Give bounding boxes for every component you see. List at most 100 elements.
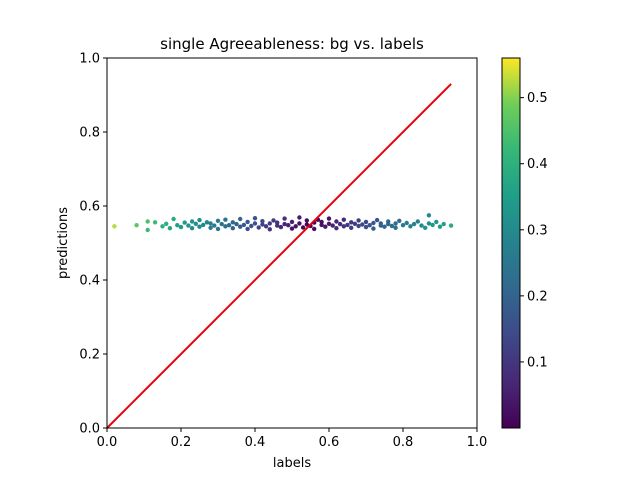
y-tick-label: 0.8 — [79, 126, 100, 141]
scatter-point-75 — [341, 217, 346, 222]
points-layer — [112, 213, 454, 233]
scatter-point-8 — [171, 216, 176, 222]
scatter-point-27 — [223, 217, 228, 222]
scatter-point-10 — [178, 224, 184, 230]
scatter-point-4 — [152, 220, 158, 225]
scatter-point-22 — [212, 223, 217, 228]
scatter-point-48 — [275, 220, 280, 225]
scatter-point-13 — [189, 226, 195, 231]
scatter-point-60 — [304, 218, 309, 223]
y-tick-label: 0.2 — [79, 348, 100, 363]
scatter-point-106 — [426, 221, 432, 226]
scatter-point-90 — [378, 221, 383, 226]
scatter-point-87 — [371, 226, 376, 231]
scatter-point-72 — [334, 219, 339, 224]
y-axis-label: predictions — [56, 207, 71, 279]
scatter-point-53 — [289, 226, 295, 231]
x-tick-label: 0.6 — [319, 435, 340, 450]
colorbar — [501, 57, 521, 429]
scatter-point-74 — [341, 224, 346, 229]
colorbar-tick-label: 0.1 — [527, 355, 548, 370]
scatter-point-0 — [112, 224, 117, 229]
scatter-point-30 — [230, 220, 235, 225]
scatter-point-55 — [293, 224, 298, 229]
scatter-point-52 — [286, 223, 291, 228]
scatter-point-91 — [382, 224, 387, 229]
scatter-point-38 — [252, 221, 258, 226]
scatter-point-14 — [189, 219, 195, 224]
scatter-point-83 — [363, 224, 369, 230]
x-axis-label: labels — [273, 456, 311, 471]
scatter-point-49 — [278, 224, 284, 230]
scatter-point-110 — [441, 221, 446, 227]
reference-line — [106, 83, 452, 429]
scatter-point-50 — [282, 221, 287, 227]
scatter-point-68 — [326, 221, 332, 226]
chart-title: single Agreeableness: bg vs. labels — [160, 35, 424, 53]
scatter-point-44 — [267, 221, 272, 226]
scatter-point-88 — [374, 217, 380, 223]
scatter-point-85 — [367, 223, 372, 228]
scatter-point-58 — [300, 225, 306, 230]
scatter-point-54 — [289, 219, 295, 225]
scatter-point-96 — [393, 225, 398, 230]
scatter-point-40 — [256, 225, 261, 230]
scatter-point-107 — [430, 222, 435, 228]
scatter-point-18 — [201, 222, 206, 228]
scatter-point-45 — [267, 227, 272, 232]
scatter-point-35 — [245, 226, 250, 232]
scatter-point-11 — [182, 220, 187, 225]
scatter-point-81 — [356, 218, 361, 223]
colorbar-tick-label: 0.4 — [527, 157, 548, 172]
scatter-point-63 — [312, 226, 317, 232]
scatter-point-9 — [175, 223, 180, 228]
scatter-point-3 — [145, 219, 150, 224]
scatter-point-46 — [271, 218, 276, 223]
scatter-point-101 — [411, 221, 417, 227]
colorbar-tick-label: 0.2 — [527, 289, 548, 304]
x-tick-label: 1.0 — [467, 435, 488, 450]
scatter-point-21 — [208, 221, 213, 226]
scatter-point-108 — [434, 219, 439, 225]
scatter-point-94 — [389, 223, 395, 229]
y-tick-label: 0.4 — [79, 274, 100, 289]
scatter-point-66 — [319, 219, 324, 225]
scatter-point-103 — [419, 223, 424, 228]
scatter-point-42 — [260, 219, 265, 224]
scatter-point-25 — [219, 221, 224, 227]
plot-frame — [106, 57, 478, 429]
scatter-point-37 — [249, 223, 254, 229]
y-tick-label: 0.6 — [79, 200, 100, 215]
scatter-point-51 — [282, 216, 287, 221]
scatter-point-20 — [208, 225, 213, 230]
x-tick-label: 0.0 — [97, 435, 118, 450]
scatter-point-95 — [393, 221, 398, 226]
scatter-point-2 — [145, 227, 150, 233]
x-tick-label: 0.4 — [245, 435, 266, 450]
scatter-point-57 — [297, 215, 302, 220]
scatter-point-36 — [245, 219, 250, 225]
y-tick-label: 1.0 — [79, 52, 100, 67]
scatter-point-104 — [423, 225, 428, 230]
scatter-point-43 — [263, 224, 269, 229]
scatter-point-23 — [215, 218, 221, 223]
scatter-point-97 — [397, 218, 402, 223]
scatter-point-86 — [371, 220, 376, 226]
scatter-point-26 — [223, 224, 228, 229]
scatter-point-111 — [448, 223, 454, 228]
scatter-point-29 — [230, 226, 235, 231]
colorbar-ticks: 0.1 0.2 0.3 0.4 0.5 — [520, 91, 548, 370]
scatter-point-79 — [352, 221, 358, 226]
scatter-point-67 — [323, 224, 328, 229]
scatter-point-56 — [297, 221, 302, 226]
scatter-point-5 — [160, 224, 165, 229]
scatter-point-28 — [226, 223, 232, 228]
scatter-point-24 — [215, 226, 221, 232]
scatter-point-41 — [260, 222, 265, 227]
scatter-point-82 — [360, 222, 365, 227]
scatter-point-69 — [326, 216, 332, 221]
scatter-point-98 — [400, 223, 406, 228]
scatter-point-19 — [204, 220, 210, 225]
scatter-point-105 — [426, 213, 432, 218]
